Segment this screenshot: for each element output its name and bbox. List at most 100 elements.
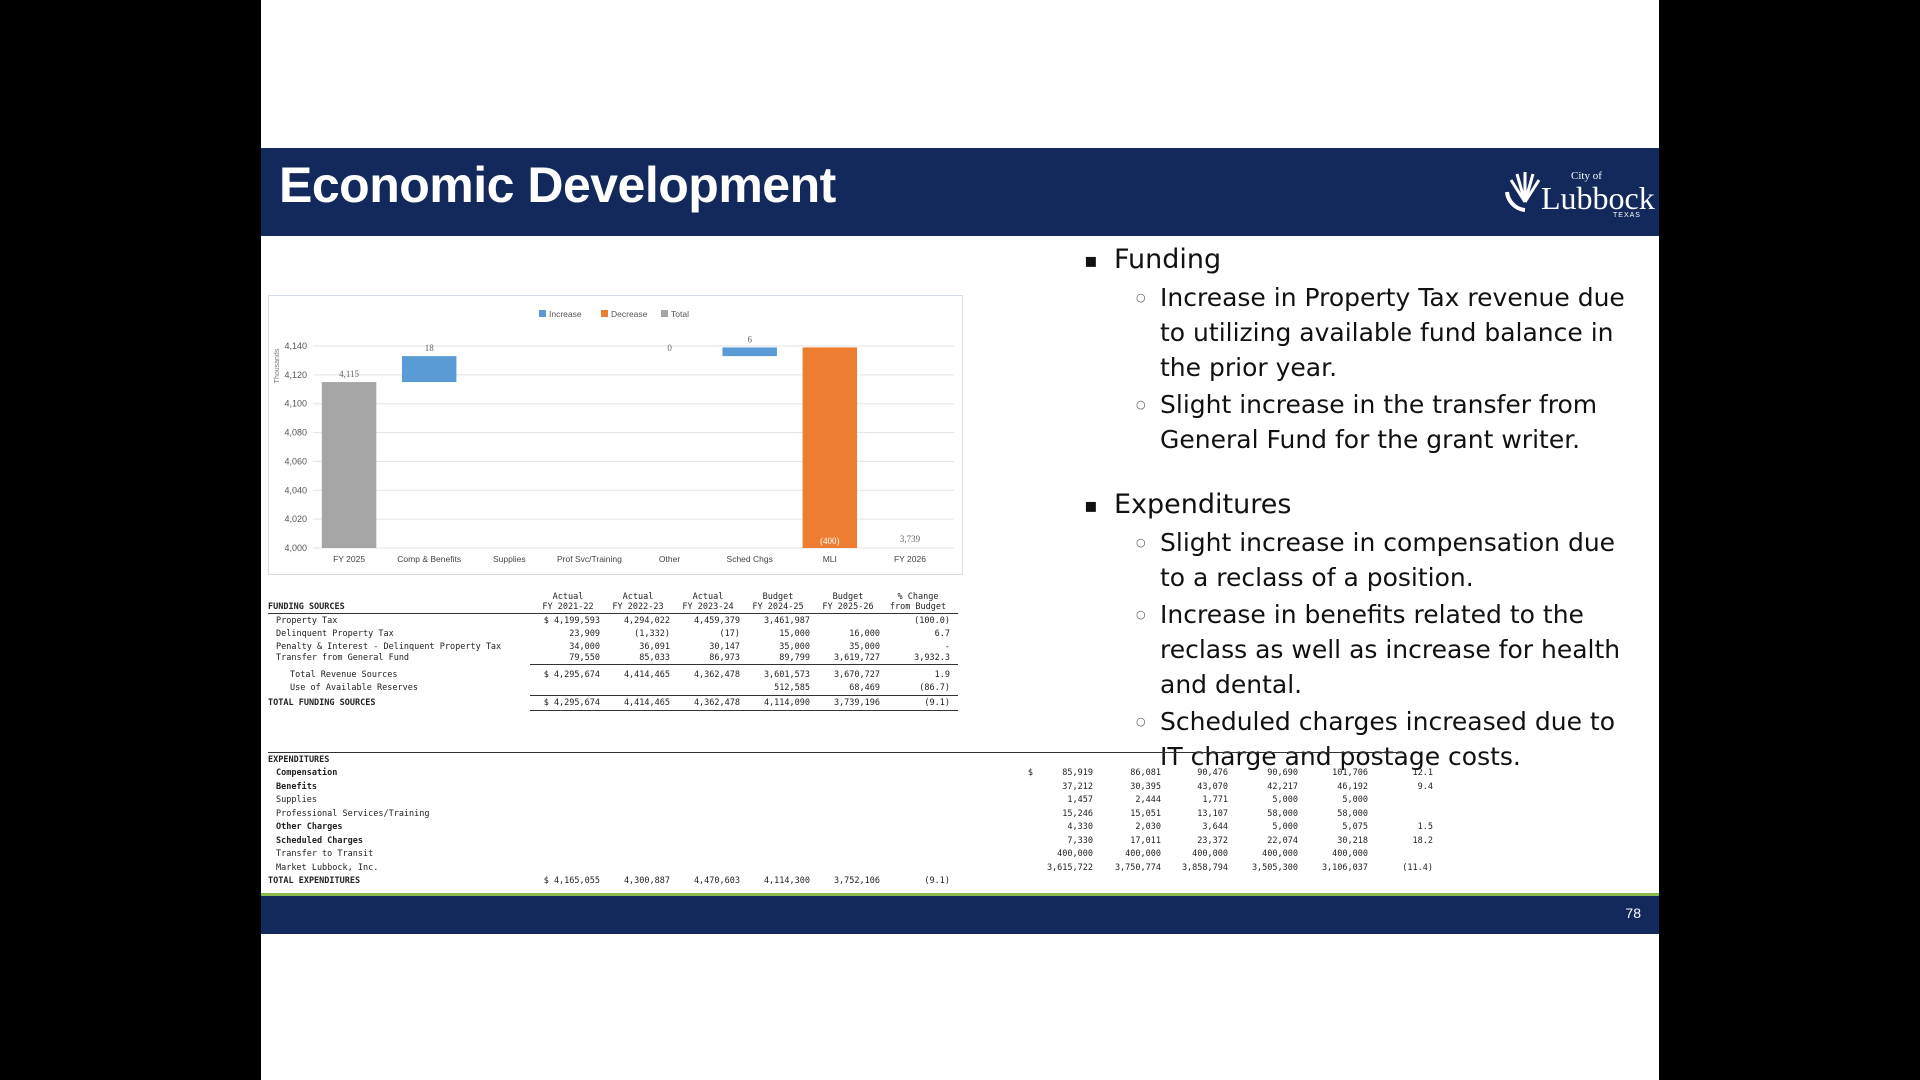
table-cell: 3,644 (1202, 822, 1228, 832)
logo-name-text: Lubbock (1541, 180, 1655, 216)
table-cell: 1,771 (1202, 795, 1228, 805)
table-cell: $ 4,295,674 (543, 698, 600, 708)
table-cell: 4,114,300 (763, 876, 810, 886)
y-tick-label: 4,080 (284, 428, 307, 438)
table-row-label: Property Tax (276, 616, 338, 626)
table-cell: 30,147 (709, 642, 740, 652)
table-cell: 85,919 (1062, 768, 1093, 778)
table-cell: 34,000 (569, 642, 600, 652)
table-cell: 35,000 (779, 642, 810, 652)
slide: Economic Development City of Lubbock TEX… (261, 0, 1659, 1080)
table-cell: 58,000 (1337, 808, 1368, 819)
expenditures-heading: Expenditures (1084, 487, 1644, 523)
table-cell: 400,000 (1057, 849, 1093, 859)
table-cell: 30,218 (1337, 835, 1368, 846)
funding-heading: Funding (1084, 242, 1644, 278)
table-rule (268, 752, 1403, 753)
table-cell: 3,106,037 (1321, 862, 1368, 873)
table-rule (268, 613, 958, 614)
logo-state-text: TEXAS (1613, 212, 1641, 219)
column-header: FY 2021-22 (542, 602, 594, 612)
y-tick-label: 4,140 (284, 341, 307, 351)
column-header: Budget (762, 592, 794, 602)
column-header: % Change (897, 592, 939, 602)
bar-fy-2025 (321, 382, 377, 548)
y-tick-label: 4,000 (284, 543, 307, 553)
data-label: 3,739 (900, 534, 921, 544)
table-cell: $ 4,165,055 (543, 876, 600, 886)
legend-swatch (661, 310, 668, 317)
table-cell: 3,670,727 (833, 670, 880, 680)
table-cell: - (944, 642, 950, 652)
x-tick-label: FY 2026 (894, 554, 926, 564)
table-rule (530, 664, 958, 665)
column-header: FY 2024-25 (752, 602, 804, 612)
table-cell: $ 4,295,674 (543, 670, 600, 680)
table-cell: 9.4 (1417, 781, 1433, 792)
footer-bar: 78 (261, 893, 1659, 934)
legend-item: Increase (549, 309, 582, 319)
table-cell: $ (1027, 768, 1033, 778)
column-header: from Budget (889, 602, 947, 612)
logo-city-text: City of (1571, 170, 1602, 182)
table-cell: 58,000 (1267, 808, 1298, 819)
table-cell: 5,000 (1272, 795, 1298, 805)
funding-bullet: Increase in Property Tax revenue due to … (1136, 280, 1644, 385)
table-row-label: Professional Services/Training (276, 808, 430, 819)
table-row-label: Use of Available Reserves (290, 683, 418, 693)
y-axis-label: Thousands (274, 348, 281, 383)
table-cell: 1.5 (1417, 822, 1433, 832)
y-tick-label: 4,120 (284, 370, 307, 380)
title-bar: Economic Development City of Lubbock TEX… (261, 148, 1659, 236)
table-cell: (11.4) (1402, 862, 1433, 873)
table-cell: 4,300,887 (623, 876, 670, 886)
table-cell: (100.0) (914, 616, 950, 626)
table-cell: 512,585 (774, 683, 810, 693)
section-label: EXPENDITURES (268, 755, 330, 765)
table-cell: 90,476 (1197, 768, 1228, 778)
table-row-label: TOTAL FUNDING SOURCES (268, 698, 376, 708)
funding-sources-table: Actual Actual Actual Budget Budget % Change FY… (268, 592, 968, 722)
table-cell: 3,461,987 (763, 616, 810, 626)
table-cell: 400,000 (1192, 849, 1228, 859)
table-cell: 2,444 (1135, 795, 1161, 805)
column-header: Actual (552, 592, 584, 602)
y-tick-label: 4,100 (284, 399, 307, 409)
table-cell: 35,000 (849, 642, 880, 652)
table-cell: 3,601,573 (763, 670, 810, 680)
table-cell: (1,332) (634, 629, 670, 639)
page-number: 78 (1625, 905, 1641, 921)
table-cell: 3,619,727 (833, 653, 880, 663)
y-tick-label: 4,040 (284, 485, 307, 495)
table-row-label: Penalty & Interest - Delinquent Property… (276, 642, 502, 652)
table-cell: 86,081 (1130, 768, 1161, 778)
table-cell: (17) (719, 629, 740, 639)
legend-swatch (601, 310, 608, 317)
funding-bullet: Slight increase in the transfer from Gen… (1136, 387, 1644, 457)
table-cell: 23,909 (569, 629, 600, 639)
legend-swatch (539, 310, 546, 317)
table-rule (530, 710, 958, 711)
data-label: 18 (425, 343, 435, 353)
table-cell: 3,505,300 (1251, 862, 1298, 873)
bar-mli (802, 347, 858, 548)
table-rule (530, 695, 958, 696)
y-tick-label: 4,020 (284, 514, 307, 524)
column-header: Actual (692, 592, 724, 602)
table-cell: 36,091 (639, 642, 670, 652)
table-cell: 30,395 (1130, 781, 1161, 792)
legend-item: Decrease (611, 309, 648, 319)
table-cell: 15,000 (779, 629, 810, 639)
table-cell: 4,414,465 (623, 698, 670, 708)
table-cell: 15,051 (1130, 808, 1161, 819)
table-cell: 43,070 (1197, 781, 1228, 792)
table-cell: 3,739,196 (833, 698, 880, 708)
table-cell: 5,000 (1272, 822, 1298, 832)
table-cell: 5,000 (1342, 795, 1368, 805)
table-cell: 23,372 (1197, 835, 1228, 846)
table-cell: 400,000 (1262, 849, 1298, 859)
table-cell: 1,457 (1067, 795, 1093, 805)
bar-comp-benefits (401, 356, 457, 383)
section-label: FUNDING SOURCES (268, 602, 345, 612)
x-tick-label: Other (659, 554, 680, 564)
